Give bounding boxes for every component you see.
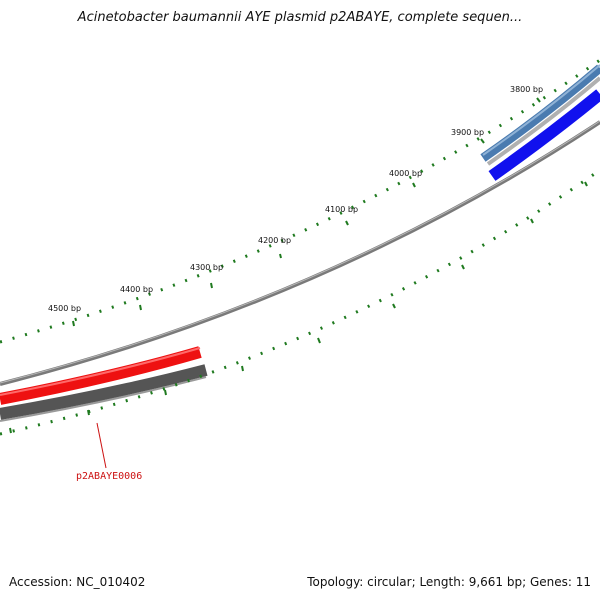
ruler-label-4300: 4300 bp: [190, 263, 223, 272]
map-title: Acinetobacter baumannii AYE plasmid p2AB…: [77, 10, 523, 25]
outer-ruler-major-ticks: [72, 97, 541, 327]
ruler-label-4400: 4400 bp: [120, 285, 153, 294]
gene-red-forward-shade: [0, 347, 201, 396]
ruler-label-3900: 3900 bp: [451, 128, 484, 137]
accession-text: Accession: NC_010402: [9, 575, 146, 589]
gene-label-pointer: [96, 422, 107, 469]
backbone-arc-highlight: [0, 120, 600, 384]
gene-red-forward: [0, 346, 202, 405]
gene-label-p2abaye0006: p2ABAYE0006: [76, 471, 142, 482]
outer-ruler-dots: [0, 58, 600, 344]
backbone-arc: [0, 120, 600, 386]
gene-blue-reverse: [488, 89, 600, 181]
ruler-label-4200: 4200 bp: [258, 236, 291, 245]
ruler-label-4500: 4500 bp: [48, 304, 81, 313]
gene-dark-reverse: [0, 364, 208, 420]
ruler-label-4000: 4000 bp: [389, 169, 422, 178]
gene-steel-forward-highlight: [482, 64, 600, 156]
topology-summary: Topology: circular; Length: 9,661 bp; Ge…: [307, 575, 591, 589]
ruler-label-3800: 3800 bp: [510, 85, 543, 94]
inner-ruler-major-ticks: [9, 181, 588, 434]
gene-dark-reverse-shade: [0, 376, 207, 422]
gene-steel-forward: [480, 64, 600, 162]
gene-light-forward: [486, 76, 600, 166]
ruler-label-4100: 4100 bp: [325, 205, 358, 214]
